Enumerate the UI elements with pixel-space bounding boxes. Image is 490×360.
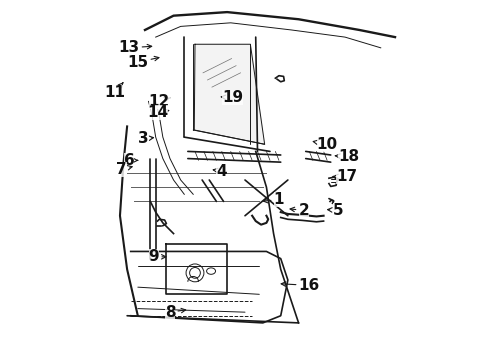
Text: 16: 16	[281, 278, 320, 293]
Text: 18: 18	[335, 149, 359, 164]
Text: 10: 10	[313, 137, 338, 152]
Text: 3: 3	[138, 131, 153, 147]
Polygon shape	[194, 44, 265, 144]
Text: 12: 12	[148, 94, 170, 109]
Text: 2: 2	[290, 203, 309, 218]
Text: 17: 17	[333, 169, 357, 184]
Text: 8: 8	[165, 305, 186, 320]
Text: 11: 11	[104, 83, 125, 100]
Text: 6: 6	[123, 153, 138, 168]
Text: 4: 4	[213, 163, 227, 179]
Text: 9: 9	[148, 249, 166, 264]
Text: 14: 14	[147, 105, 169, 120]
Text: 7: 7	[117, 162, 132, 177]
Text: 19: 19	[221, 90, 243, 105]
Text: 13: 13	[119, 40, 152, 55]
Text: 15: 15	[127, 55, 159, 69]
Text: 1: 1	[263, 192, 284, 207]
Text: 5: 5	[328, 203, 343, 218]
